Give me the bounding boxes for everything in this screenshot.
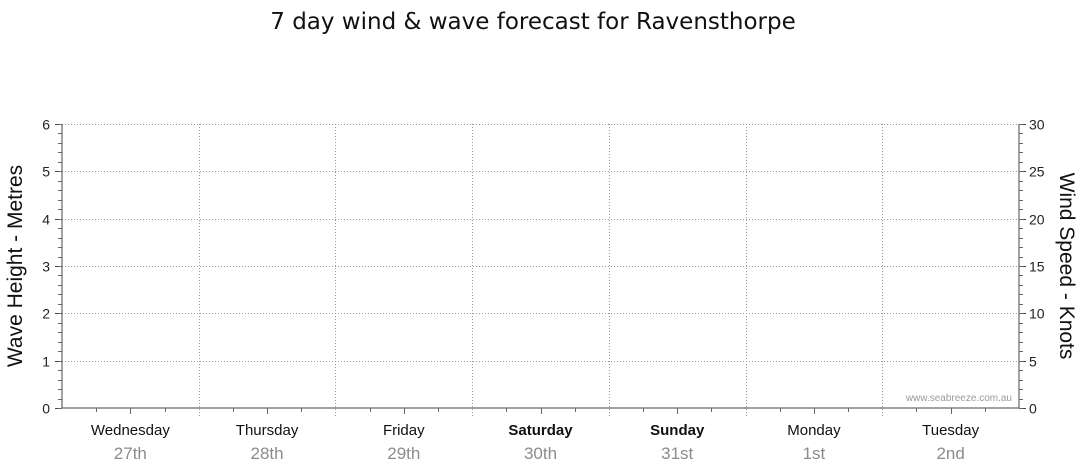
left-axis-title: Wave Height - Metres [4, 165, 27, 367]
left-tick-label: 5 [42, 164, 50, 180]
day-name-label: Saturday [508, 422, 573, 439]
day-name-label: Monday [787, 422, 841, 439]
day-date-label: 31st [661, 444, 693, 463]
day-name-label: Sunday [650, 422, 705, 439]
watermark: www.seabreeze.com.au [905, 393, 1012, 404]
day-labels: Wednesday 27th Thursday 28th Friday 29th Satur… [91, 422, 980, 463]
left-tick-label: 1 [42, 354, 50, 370]
day-date-label: 1st [803, 444, 826, 463]
day-date-label: 28th [251, 444, 284, 463]
chart-title: 7 day wind & wave forecast for Ravenstho… [270, 9, 796, 35]
right-tick-label: 25 [1029, 164, 1045, 180]
day-name-label: Tuesday [922, 422, 979, 439]
day-date-label: 30th [524, 444, 557, 463]
day-name-label: Wednesday [91, 422, 170, 439]
day-date-label: 29th [387, 444, 420, 463]
x-ticks [96, 408, 986, 414]
right-tick-label: 20 [1029, 212, 1045, 228]
day-name-label: Friday [383, 422, 425, 439]
right-tick-label: 10 [1029, 306, 1045, 322]
day-date-label: 2nd [936, 444, 964, 463]
left-axis: 0 1 2 3 4 5 6 [42, 117, 63, 417]
left-tick-label: 3 [42, 259, 50, 275]
right-tick-label: 5 [1029, 354, 1037, 370]
day-date-label: 27th [114, 444, 147, 463]
right-tick-label: 30 [1029, 117, 1045, 133]
gridlines [62, 124, 1019, 418]
left-tick-label: 2 [42, 306, 50, 322]
right-axis-title: Wind Speed - Knots [1055, 173, 1078, 360]
day-name-label: Thursday [236, 422, 299, 439]
left-tick-label: 6 [42, 117, 50, 133]
left-tick-label: 4 [42, 212, 50, 228]
right-tick-label: 15 [1029, 259, 1045, 275]
right-tick-label: 0 [1029, 401, 1037, 417]
left-tick-label: 0 [42, 401, 50, 417]
right-axis: 0 5 10 15 20 25 30 [1018, 117, 1045, 417]
